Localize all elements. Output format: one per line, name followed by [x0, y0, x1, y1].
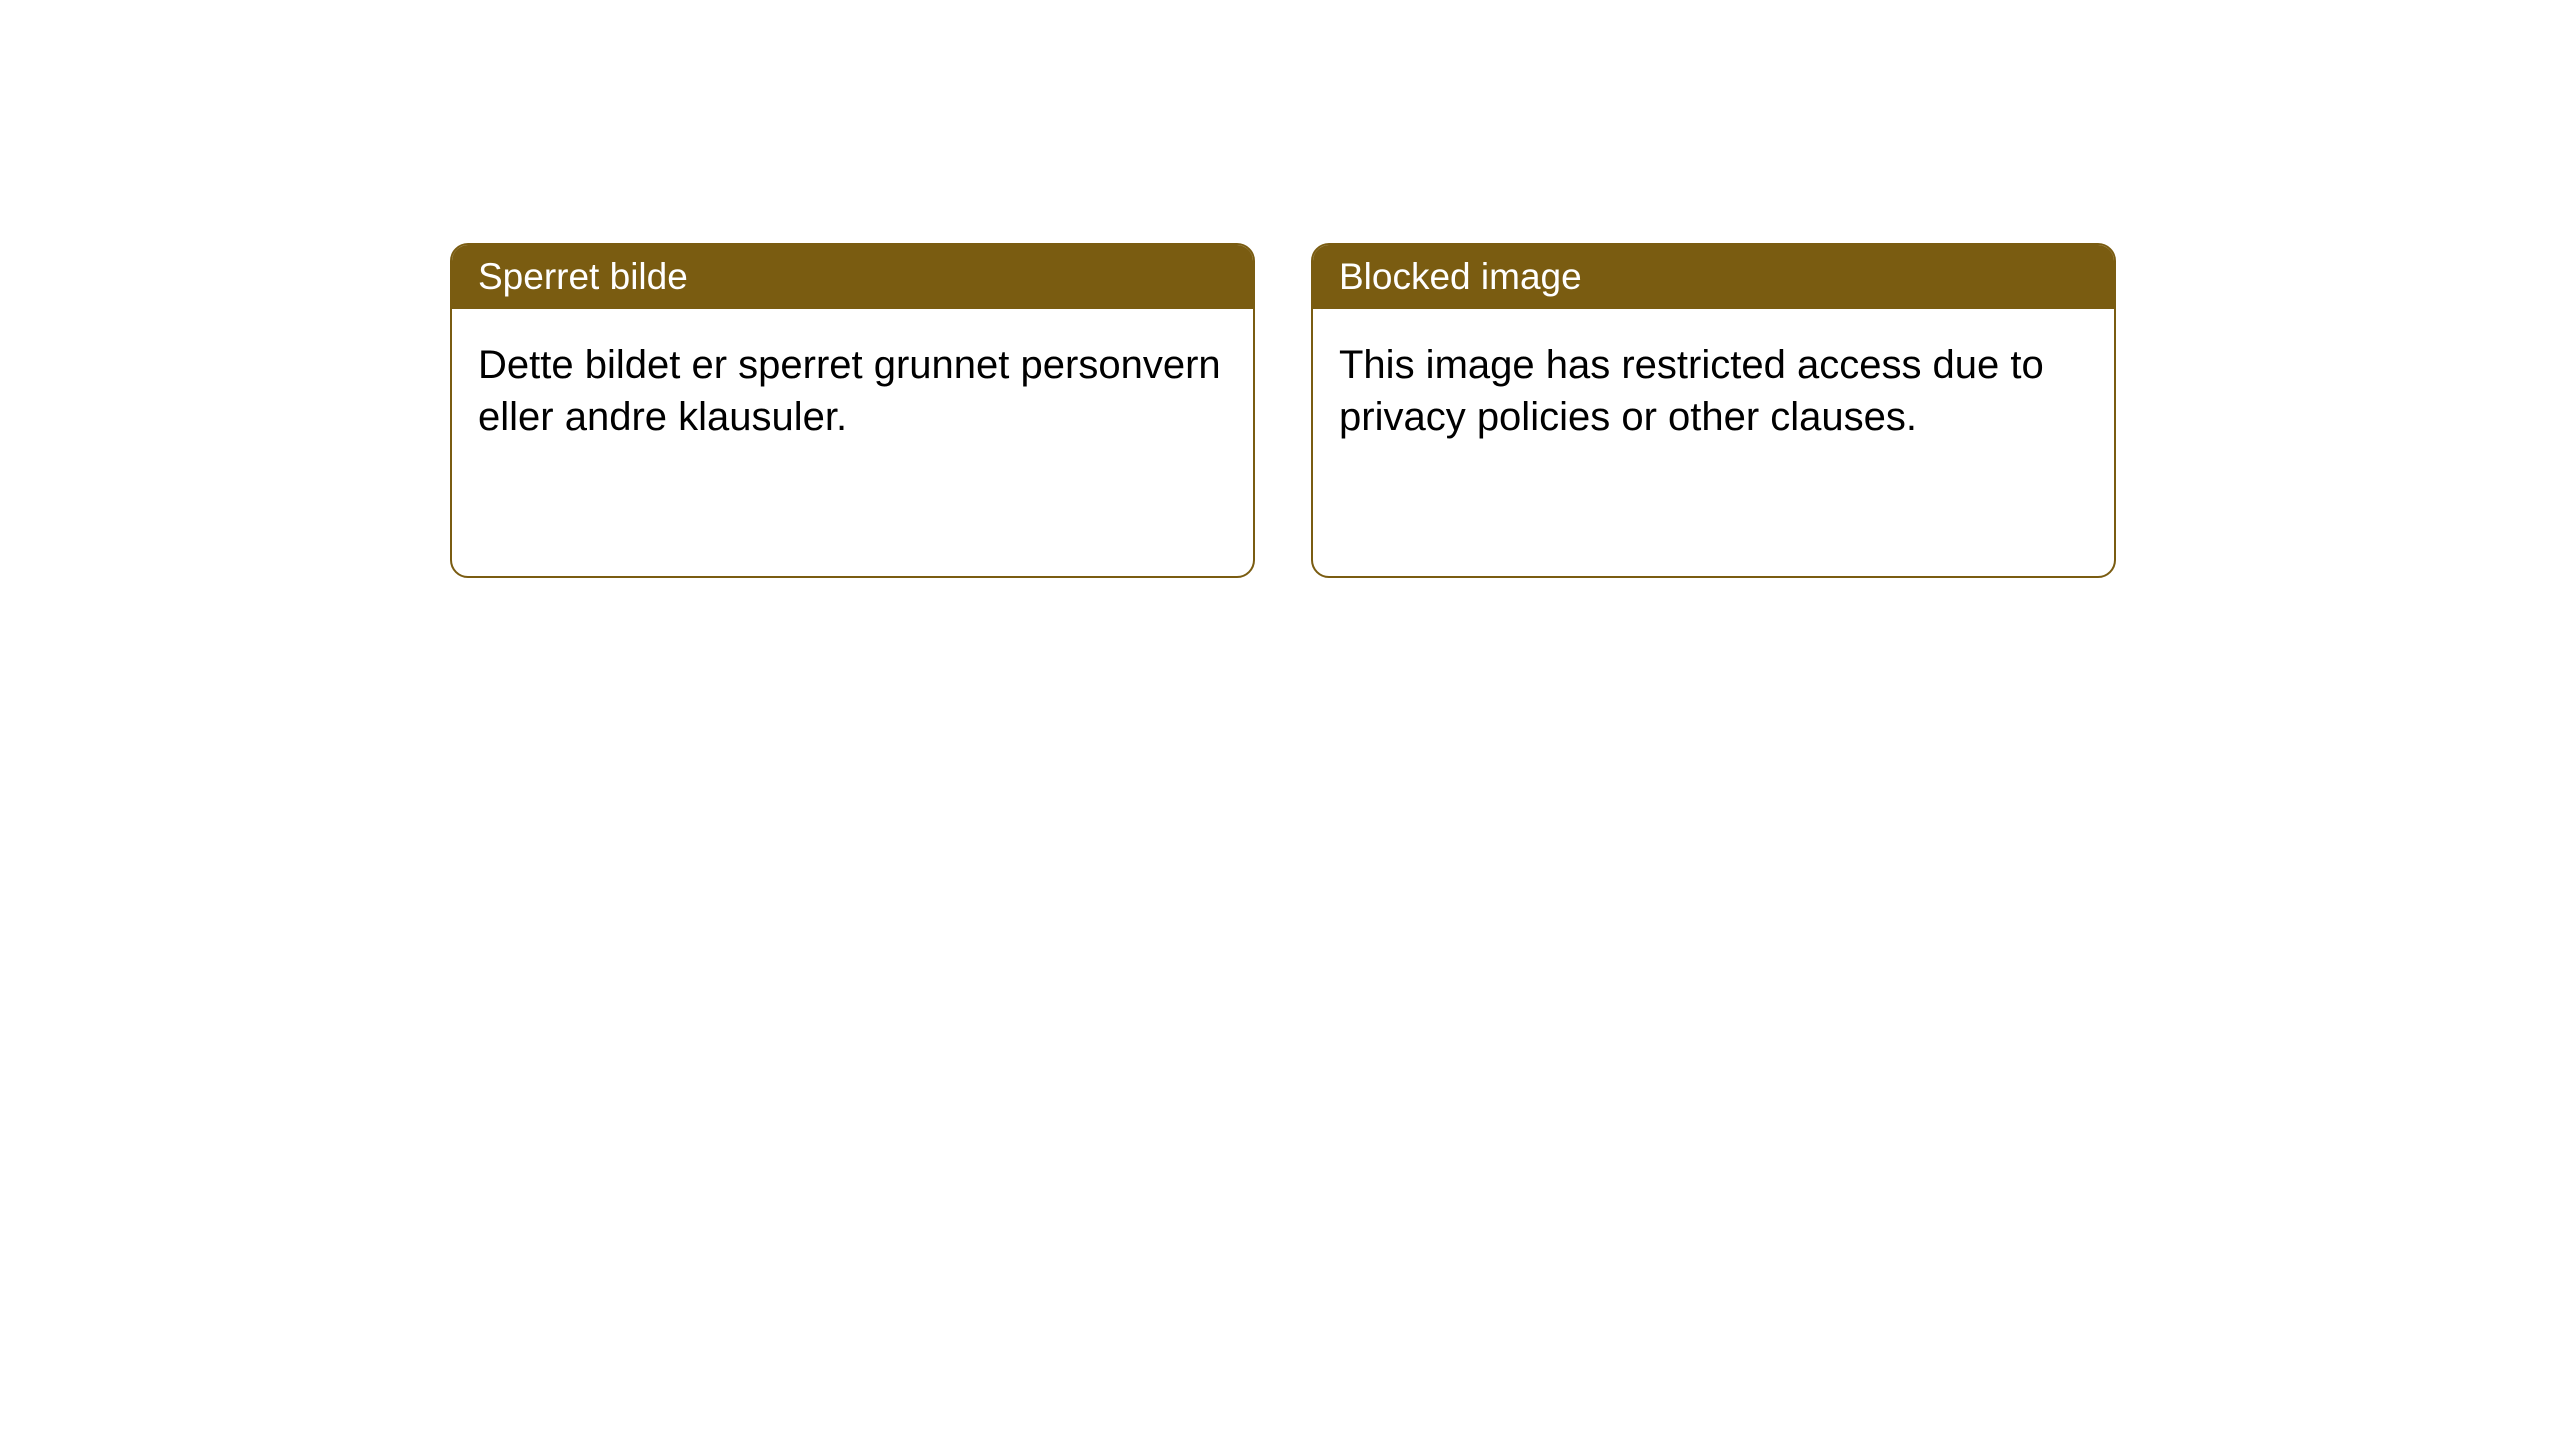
notice-header-norwegian: Sperret bilde: [452, 245, 1253, 309]
notice-container: Sperret bilde Dette bildet er sperret gr…: [450, 243, 2116, 578]
notice-body-norwegian: Dette bildet er sperret grunnet personve…: [452, 309, 1253, 473]
notice-body-english: This image has restricted access due to …: [1313, 309, 2114, 473]
notice-card-norwegian: Sperret bilde Dette bildet er sperret gr…: [450, 243, 1255, 578]
notice-card-english: Blocked image This image has restricted …: [1311, 243, 2116, 578]
notice-header-english: Blocked image: [1313, 245, 2114, 309]
